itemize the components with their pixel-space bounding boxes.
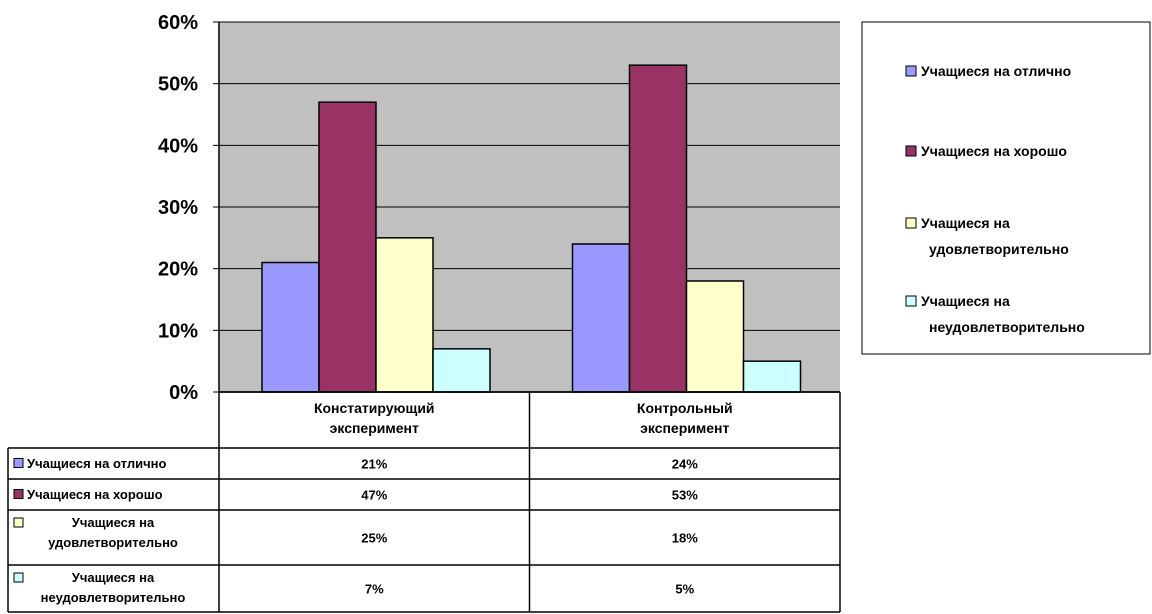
table-cell-value: 24%	[672, 457, 698, 472]
bar	[571, 243, 631, 393]
table-cell-value: 47%	[361, 488, 387, 503]
legend-label: Учащиеся на удовлетворительно	[921, 215, 1069, 257]
table-cell-value: 18%	[672, 531, 698, 546]
table-row-label: Учащиеся на неудовлетворительно	[41, 570, 186, 605]
y-tick-label: 50%	[158, 74, 198, 96]
legend-key	[13, 517, 24, 528]
y-axis-tick-labels: 0% 10% 20% 30% 40% 50% 60%	[158, 12, 198, 404]
legend-swatch	[905, 65, 917, 77]
table-row-label: Учащиеся на хорошо	[27, 487, 163, 502]
y-tick-label: 40%	[158, 135, 198, 157]
y-tick-label: 0%	[169, 382, 198, 404]
legend-label: Учащиеся на отлично	[921, 63, 1071, 79]
legend-swatch	[905, 145, 917, 157]
y-tick-label: 60%	[158, 12, 198, 34]
bar	[685, 280, 745, 393]
legend-key	[13, 572, 24, 583]
table-cell-value: 7%	[365, 582, 384, 597]
bar	[261, 261, 320, 393]
x-category-label: Констатирующий эксперимент	[314, 400, 435, 436]
table-row-label: Учащиеся на удовлетворительно	[48, 515, 178, 550]
legend-label: Учащиеся на хорошо	[921, 143, 1067, 159]
y-tick-label: 10%	[158, 320, 198, 342]
bar	[742, 360, 802, 393]
bar	[432, 348, 491, 393]
legend-key	[13, 458, 24, 468]
table-cell-value: 25%	[361, 531, 387, 546]
x-category-label: Контрольный эксперимент	[637, 400, 733, 436]
legend: Учащиеся на отлично Учащиеся на хорошо Уча…	[861, 21, 1151, 355]
legend-key	[13, 489, 24, 499]
table-cell-value: 5%	[675, 582, 694, 597]
bar	[375, 237, 434, 393]
bar	[318, 101, 377, 393]
y-tick-label: 20%	[158, 259, 198, 281]
data-table: Констатирующий эксперимент Контрольный эксп…	[7, 391, 841, 613]
legend-label: Учащиеся на неудовлетворительно	[921, 293, 1085, 335]
bar	[628, 64, 688, 393]
legend-swatch	[905, 295, 917, 307]
table-cell-value: 53%	[672, 488, 698, 503]
bars	[261, 64, 802, 393]
legend-swatch	[905, 217, 917, 229]
table-row-label: Учащиеся на отлично	[27, 456, 166, 471]
table-cell-value: 21%	[361, 457, 387, 472]
y-tick-label: 30%	[158, 197, 198, 219]
